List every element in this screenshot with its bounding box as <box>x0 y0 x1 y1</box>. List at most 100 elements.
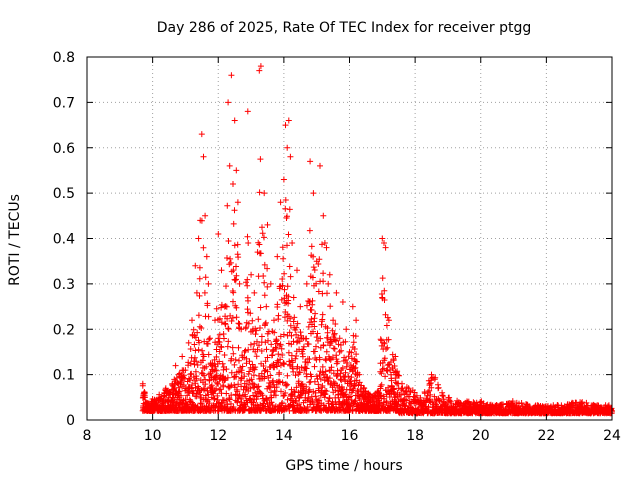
data-point <box>292 372 299 379</box>
data-point <box>262 321 269 328</box>
data-point <box>311 348 318 355</box>
data-point <box>300 346 307 353</box>
data-point <box>218 319 225 326</box>
data-point <box>288 332 295 339</box>
data-point-sample <box>195 235 202 242</box>
data-point <box>278 345 285 352</box>
data-point-sample <box>231 117 238 124</box>
data-point <box>429 398 436 405</box>
data-point <box>208 382 215 389</box>
data-point-sample <box>330 317 337 324</box>
data-point <box>378 381 385 388</box>
data-point-sample <box>310 190 317 197</box>
data-point <box>313 334 320 341</box>
data-point <box>223 283 229 290</box>
data-point <box>272 392 279 399</box>
data-point <box>282 390 289 396</box>
data-point <box>225 338 232 345</box>
data-point <box>330 370 337 377</box>
data-point <box>579 399 586 406</box>
data-point <box>311 363 318 370</box>
data-point-sample <box>203 253 210 260</box>
data-point <box>256 342 262 349</box>
data-point-sample <box>477 403 484 410</box>
data-point <box>329 354 336 361</box>
data-point-sample <box>362 389 369 396</box>
data-point-sample <box>172 362 179 369</box>
data-point-sample <box>282 122 289 129</box>
data-point <box>305 395 312 402</box>
data-point <box>294 363 301 370</box>
data-point <box>245 346 252 353</box>
data-point <box>142 394 148 401</box>
data-point <box>204 302 211 309</box>
data-point <box>245 320 252 327</box>
data-point <box>221 352 228 358</box>
data-point <box>290 318 297 325</box>
data-point-sample <box>290 294 297 301</box>
data-point <box>229 314 236 321</box>
data-point <box>274 304 281 310</box>
data-point <box>312 393 319 400</box>
y-axis-title: ROTI / TECUs <box>7 194 23 286</box>
x-tick-label: 20 <box>472 428 490 444</box>
data-point <box>265 337 271 344</box>
data-point <box>314 330 321 337</box>
data-point <box>381 340 388 347</box>
data-point <box>311 267 318 273</box>
data-point <box>344 360 351 366</box>
data-point <box>417 394 424 401</box>
data-point-sample <box>392 353 399 360</box>
y-tick-label: 0 <box>66 413 75 429</box>
data-point-sample <box>339 299 346 305</box>
data-point-sample <box>241 348 248 355</box>
data-point <box>342 376 349 383</box>
data-point <box>263 395 270 402</box>
data-point <box>322 368 329 375</box>
data-point <box>198 325 205 331</box>
data-point <box>245 297 251 304</box>
data-point <box>191 354 198 361</box>
data-point <box>193 393 200 400</box>
axis-ticks: 8 10 12 14 16 18 20 22 24 0 0.1 0.2 0.3 0.4 0.5 0.6 0.7 0… <box>53 50 621 444</box>
data-point-sample <box>289 240 296 246</box>
data-point <box>258 348 265 354</box>
data-point <box>244 282 251 289</box>
data-point <box>293 397 300 404</box>
data-point <box>213 353 220 360</box>
data-point <box>196 264 203 271</box>
data-point <box>244 276 251 283</box>
data-point <box>284 213 290 220</box>
data-point <box>195 312 202 319</box>
data-point <box>315 261 322 267</box>
data-point <box>396 372 402 379</box>
data-point <box>427 391 434 398</box>
data-point <box>271 329 278 336</box>
data-point <box>281 286 288 293</box>
data-point <box>337 376 344 383</box>
data-point <box>236 357 242 364</box>
data-point-sample <box>244 108 251 115</box>
data-point <box>193 375 200 382</box>
data-point <box>309 297 316 304</box>
data-point <box>235 368 242 375</box>
data-point-sample <box>218 267 225 274</box>
data-point <box>341 374 348 381</box>
data-point <box>425 403 432 410</box>
data-point <box>267 372 274 379</box>
data-point <box>381 297 388 303</box>
data-point <box>286 329 293 336</box>
data-point <box>217 386 224 393</box>
data-point <box>254 384 261 391</box>
data-point-sample <box>461 403 468 410</box>
data-point <box>426 387 433 394</box>
data-point <box>194 329 201 336</box>
data-point <box>299 353 306 360</box>
data-point <box>245 240 252 246</box>
data-point <box>257 250 264 257</box>
data-point <box>195 346 202 353</box>
data-point <box>233 263 239 270</box>
data-point <box>353 351 360 358</box>
data-point-sample <box>346 348 353 355</box>
data-point <box>202 274 209 281</box>
